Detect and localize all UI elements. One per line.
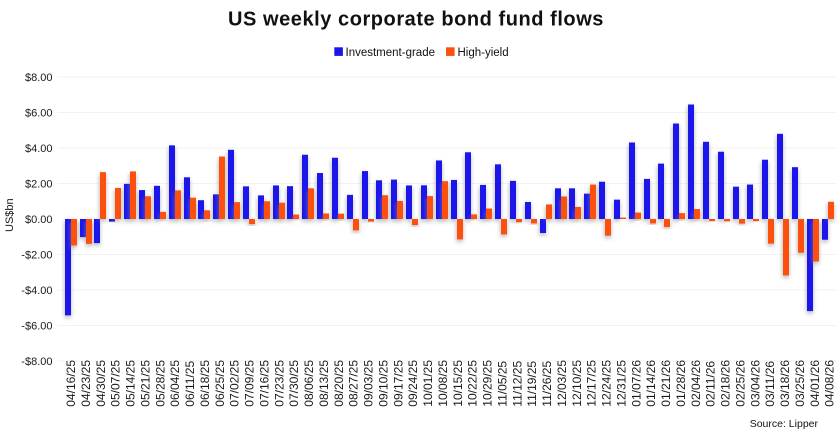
svg-text:11/12/25: 11/12/25 [510,361,524,407]
svg-text:08/06/25: 08/06/25 [302,360,316,407]
svg-text:$0.00: $0.00 [25,214,53,226]
svg-text:08/27/25: 08/27/25 [347,360,361,407]
svg-text:Source: Lipper: Source: Lipper [750,418,819,430]
svg-text:03/11/26: 03/11/26 [763,361,777,407]
svg-text:12/10/25: 12/10/25 [570,360,584,407]
svg-text:12/17/25: 12/17/25 [585,360,599,407]
svg-text:$8.00: $8.00 [25,72,53,84]
svg-text:-$2.00: -$2.00 [21,249,52,261]
svg-text:-$6.00: -$6.00 [21,320,52,332]
svg-text:04/30/25: 04/30/25 [94,360,108,407]
svg-text:$6.00: $6.00 [25,107,53,119]
svg-text:12/24/25: 12/24/25 [600,360,614,407]
svg-text:01/14/26: 01/14/26 [644,360,658,407]
svg-text:03/18/26: 03/18/26 [778,360,792,407]
svg-text:02/11/26: 02/11/26 [704,361,718,407]
svg-text:03/04/26: 03/04/26 [748,360,762,407]
svg-text:06/11/25: 06/11/25 [183,361,197,407]
svg-text:10/15/25: 10/15/25 [451,360,465,407]
svg-text:05/21/25: 05/21/25 [138,360,152,407]
svg-text:07/23/25: 07/23/25 [272,360,286,407]
svg-text:07/30/25: 07/30/25 [287,360,301,407]
svg-text:-$4.00: -$4.00 [21,285,52,297]
svg-text:01/28/26: 01/28/26 [674,360,688,407]
svg-text:High-yield: High-yield [458,47,509,59]
svg-text:05/07/25: 05/07/25 [109,360,123,407]
svg-text:04/23/25: 04/23/25 [79,360,93,407]
svg-text:06/18/25: 06/18/25 [198,360,212,407]
svg-text:07/16/25: 07/16/25 [257,360,271,407]
svg-text:$4.00: $4.00 [25,143,53,155]
svg-text:US weekly corporate bond fund: US weekly corporate bond fund flows [228,9,604,31]
svg-text:04/01/26: 04/01/26 [808,360,822,407]
svg-text:09/10/25: 09/10/25 [376,360,390,407]
svg-text:-$8.00: -$8.00 [21,356,52,368]
svg-text:11/26/25: 11/26/25 [540,361,554,407]
svg-text:07/02/25: 07/02/25 [228,360,242,407]
svg-text:Investment-grade: Investment-grade [346,47,436,59]
svg-text:01/07/26: 01/07/26 [629,360,643,407]
svg-text:02/25/26: 02/25/26 [733,360,747,407]
svg-text:06/25/25: 06/25/25 [213,360,227,407]
svg-text:05/28/25: 05/28/25 [153,360,167,407]
svg-text:10/22/25: 10/22/25 [466,360,480,407]
svg-text:01/21/26: 01/21/26 [659,360,673,407]
svg-text:08/13/25: 08/13/25 [317,360,331,407]
svg-text:07/09/25: 07/09/25 [243,360,257,407]
svg-text:09/24/25: 09/24/25 [406,360,420,407]
svg-text:10/08/25: 10/08/25 [436,360,450,407]
svg-text:12/31/25: 12/31/25 [614,360,628,407]
svg-text:03/25/26: 03/25/26 [793,360,807,407]
svg-text:$2.00: $2.00 [25,178,53,190]
svg-text:US$bn: US$bn [4,198,16,232]
svg-text:11/05/25: 11/05/25 [495,361,509,407]
svg-text:02/04/26: 02/04/26 [689,360,703,407]
svg-text:06/04/25: 06/04/25 [168,360,182,407]
svg-text:10/29/25: 10/29/25 [481,360,495,407]
svg-text:09/17/25: 09/17/25 [391,360,405,407]
svg-text:11/19/25: 11/19/25 [525,361,539,407]
svg-text:08/20/25: 08/20/25 [332,360,346,407]
svg-text:02/18/26: 02/18/26 [719,360,733,407]
svg-text:04/16/25: 04/16/25 [64,360,78,407]
svg-text:04/08/26: 04/08/26 [823,360,837,407]
svg-text:10/01/25: 10/01/25 [421,360,435,407]
svg-text:09/03/25: 09/03/25 [362,360,376,407]
svg-text:05/14/25: 05/14/25 [124,360,138,407]
svg-text:12/03/25: 12/03/25 [555,360,569,407]
